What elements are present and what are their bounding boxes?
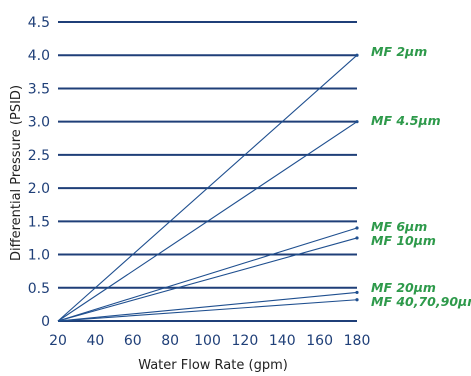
x-tick-label: 100 — [194, 333, 221, 349]
series-end-point — [355, 290, 359, 295]
y-tick-label: 3.5 — [28, 81, 50, 97]
series-end-point — [355, 226, 359, 230]
series-line-mf-20-m — [57, 291, 358, 322]
grid-lines — [58, 21, 357, 322]
series-label: MF 2µm — [371, 44, 427, 59]
series-end-point — [355, 53, 359, 57]
x-tick-label: 160 — [306, 333, 333, 349]
x-tick-label: 20 — [49, 333, 67, 349]
x-tick-label: 40 — [86, 333, 104, 349]
y-axis-title: Differential Pressure (PSID) — [9, 85, 24, 261]
y-tick-label: 0 — [41, 314, 50, 330]
y-tick-label: 2.0 — [28, 181, 50, 197]
x-tick-label: 80 — [161, 333, 179, 349]
y-axis-ticks: 0 0.5 1.0 1.5 2.0 2.5 3.0 3.5 4.0 4.5 — [28, 15, 50, 330]
series-line-mf-4-5-m — [57, 121, 358, 322]
series-end-point — [355, 236, 359, 240]
y-tick-label: 4.5 — [28, 15, 50, 31]
series-line-mf-40-70-90-m — [57, 299, 358, 322]
x-tick-label: 140 — [269, 333, 296, 349]
series-label: MF 4.5µm — [371, 113, 441, 128]
y-tick-label: 1.5 — [28, 214, 50, 230]
series-lines — [57, 53, 359, 322]
y-tick-label: 0.5 — [28, 281, 50, 297]
x-axis-title: Water Flow Rate (gpm) — [138, 358, 288, 373]
y-tick-label: 1.0 — [28, 248, 50, 264]
x-tick-label: 180 — [344, 333, 371, 349]
series-label: MF 40,70,90µm — [371, 294, 471, 309]
y-tick-label: 3.0 — [28, 115, 50, 131]
x-tick-label: 60 — [124, 333, 142, 349]
series-label: MF 6µm — [371, 219, 427, 234]
series-end-point — [355, 120, 359, 124]
y-tick-label: 4.0 — [28, 48, 50, 64]
series-line-mf-10-m — [57, 237, 358, 322]
series-label: MF 10µm — [371, 233, 436, 248]
series-line-mf-6-m — [57, 227, 358, 322]
series-label: MF 20µm — [371, 280, 436, 295]
x-tick-label: 120 — [232, 333, 259, 349]
series-end-point — [355, 298, 359, 302]
series-line-mf-2-m — [57, 54, 358, 322]
y-tick-label: 2.5 — [28, 148, 50, 164]
x-axis-ticks: 20 40 60 80 100 120 140 160 180 — [49, 333, 370, 349]
